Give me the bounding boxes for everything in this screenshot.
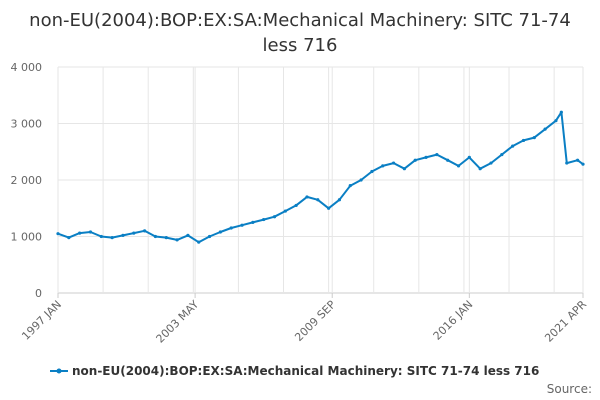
data-point[interactable] — [543, 127, 547, 131]
data-point[interactable] — [554, 119, 558, 123]
data-point[interactable] — [272, 215, 277, 219]
data-point[interactable] — [511, 144, 515, 148]
data-point[interactable] — [88, 230, 93, 234]
data-point[interactable] — [521, 138, 526, 143]
y-tick-label: 2 000 — [11, 174, 43, 187]
data-point[interactable] — [359, 178, 363, 182]
data-point[interactable] — [575, 158, 580, 162]
data-point[interactable] — [581, 162, 585, 166]
chart-title: non-EU(2004):BOP:EX:SA:Mechanical Machin… — [29, 10, 571, 56]
x-tick-label: 2016 JAN — [431, 298, 476, 343]
data-point[interactable] — [337, 198, 342, 202]
x-tick-label: 2021 APR — [542, 298, 589, 345]
data-point[interactable] — [121, 233, 125, 237]
data-point[interactable] — [446, 158, 450, 162]
data-point[interactable] — [251, 220, 255, 224]
series-line[interactable] — [57, 111, 584, 244]
data-point[interactable] — [78, 231, 82, 235]
y-tick-label: 0 — [35, 287, 42, 300]
x-tick-label: 2009 SEP — [292, 298, 338, 344]
data-point[interactable] — [67, 236, 71, 240]
legend[interactable]: non-EU(2004):BOP:EX:SA:Mechanical Machin… — [50, 364, 539, 378]
data-point[interactable] — [305, 195, 309, 199]
data-point[interactable] — [175, 238, 179, 242]
data-point[interactable] — [142, 229, 147, 233]
y-tick-label: 3 000 — [11, 118, 43, 131]
data-point[interactable] — [391, 161, 396, 165]
y-tick-label: 1 000 — [11, 231, 43, 244]
data-point[interactable] — [435, 152, 439, 157]
data-point[interactable] — [218, 230, 222, 234]
data-point[interactable] — [478, 167, 482, 171]
data-point[interactable] — [500, 152, 504, 157]
data-point[interactable] — [56, 232, 60, 236]
data-point[interactable] — [132, 231, 136, 235]
data-point[interactable] — [99, 234, 103, 239]
data-point[interactable] — [413, 158, 417, 162]
data-point[interactable] — [153, 234, 158, 239]
data-point[interactable] — [164, 236, 168, 240]
data-point[interactable] — [424, 155, 428, 159]
source-label[interactable]: Source: — [546, 382, 592, 396]
data-point[interactable] — [381, 164, 385, 168]
data-point[interactable] — [565, 161, 569, 165]
data-point[interactable] — [456, 164, 461, 168]
data-point[interactable] — [327, 206, 331, 210]
legend-swatch-icon — [50, 368, 68, 374]
data-point[interactable] — [207, 234, 212, 239]
data-point[interactable] — [316, 198, 320, 202]
data-point[interactable] — [229, 226, 233, 230]
data-point[interactable] — [489, 161, 493, 165]
data-point[interactable] — [283, 209, 287, 213]
y-tick-label: 4 000 — [11, 61, 43, 74]
x-tick-label: 1997 JAN — [19, 298, 64, 343]
data-point[interactable] — [262, 217, 266, 222]
data-point[interactable] — [110, 236, 114, 240]
data-point[interactable] — [348, 184, 352, 188]
data-point[interactable] — [532, 136, 536, 140]
grid-layer — [57, 66, 584, 294]
data-point[interactable] — [370, 169, 374, 174]
data-point[interactable] — [559, 110, 563, 114]
x-tick-label: 2003 MAY — [154, 298, 202, 346]
data-point[interactable] — [294, 203, 298, 208]
data-point[interactable] — [402, 167, 406, 171]
data-point[interactable] — [186, 233, 190, 237]
legend-label: non-EU(2004):BOP:EX:SA:Mechanical Machin… — [72, 364, 540, 378]
series-layer — [56, 110, 585, 244]
data-point[interactable] — [240, 223, 244, 227]
data-point[interactable] — [467, 155, 471, 159]
data-point[interactable] — [197, 240, 201, 244]
